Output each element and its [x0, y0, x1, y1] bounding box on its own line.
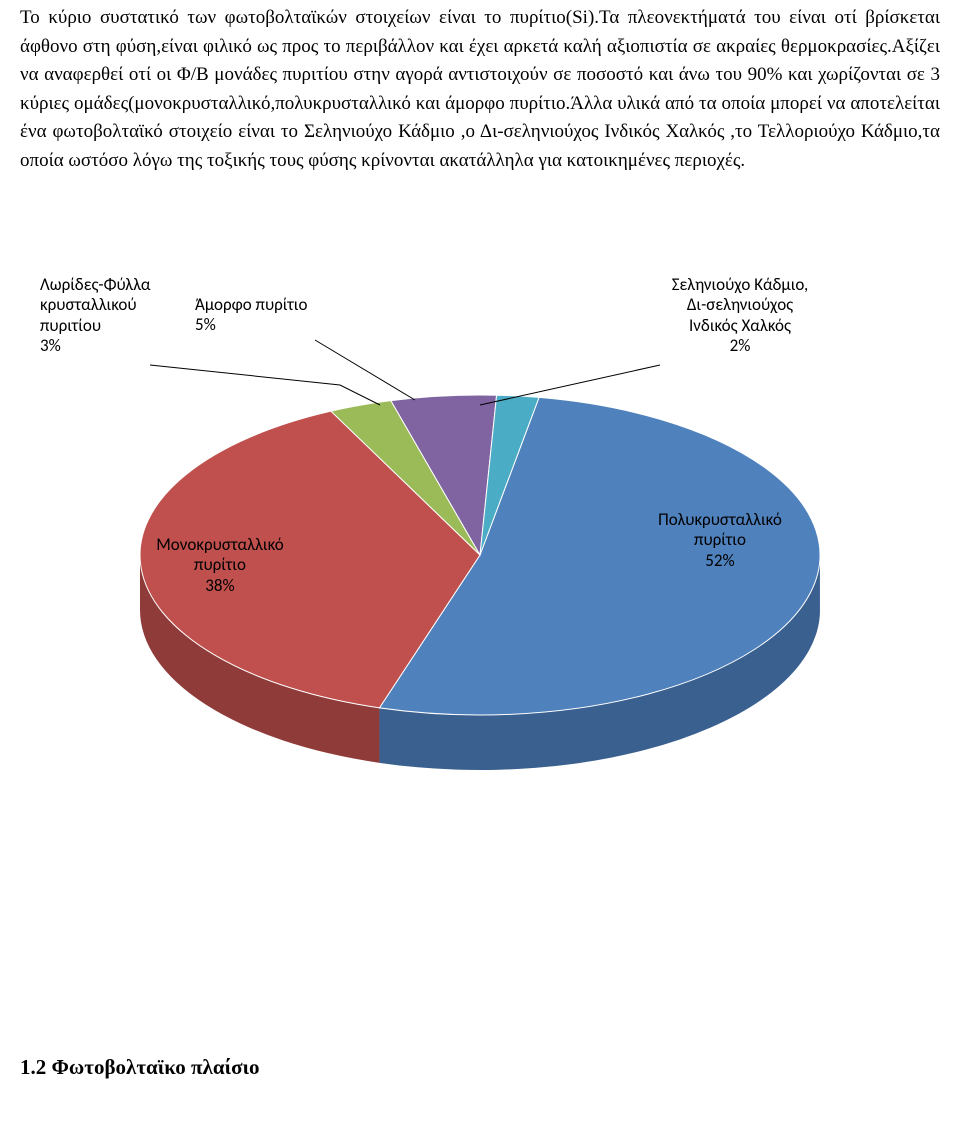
body-paragraph: Το κύριο συστατικό των φωτοβολταϊκών στο… [20, 4, 940, 175]
slice-label-amorphous: Άμορφο πυρίτιο 5% [195, 295, 355, 336]
pie-chart: Λωρίδες-Φύλλα κρυσταλλικού πυριτίου 3% Ά… [40, 315, 920, 835]
slice-label-strips: Λωρίδες-Φύλλα κρυσταλλικού πυριτίου 3% [40, 275, 190, 357]
section-heading: 1.2 Φωτοβολταϊκο πλαίσιο [20, 1055, 940, 1080]
slice-label-poly: Πολυκρυσταλλικό πυρίτιο 52% [630, 510, 810, 571]
slice-label-cadmium: Σεληνιούχο Κάδμιο, Δι-σεληνιούχος Ινδικό… [640, 275, 840, 357]
slice-label-mono: Μονοκρυσταλλικό πυρίτιο 38% [135, 535, 305, 596]
